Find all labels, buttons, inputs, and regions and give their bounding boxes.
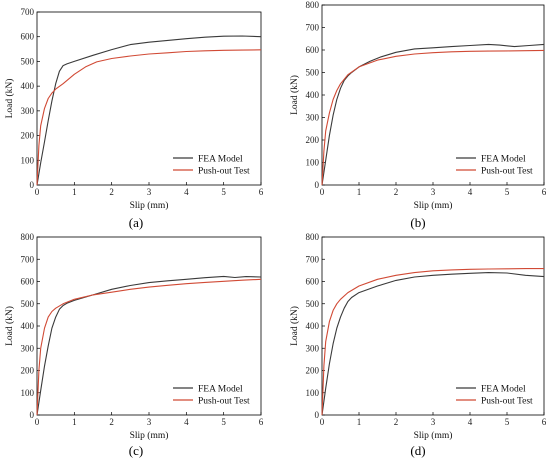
y-tick-label: 600 [21, 32, 35, 42]
legend-label-push-out-test: Push-out Test [198, 167, 250, 177]
panel-caption-d: (d) [410, 443, 425, 458]
y-axis-title: Load (kN) [4, 79, 15, 119]
y-tick-label: 800 [306, 232, 320, 242]
series-line-fea-model [321, 43, 545, 186]
y-tick-label: 100 [306, 388, 320, 398]
y-tick-label: 600 [306, 45, 320, 55]
y-tick-label: 400 [21, 321, 35, 331]
x-tick-label: 0 [320, 417, 325, 427]
y-tick-label: 0 [315, 410, 320, 420]
x-tick-label: 2 [109, 187, 114, 197]
y-tick-label: 500 [21, 299, 35, 309]
x-tick-label: 1 [357, 187, 362, 197]
x-tick-label: 6 [542, 417, 547, 427]
y-tick-label: 200 [21, 131, 35, 141]
y-tick-label: 0 [30, 410, 35, 420]
x-tick-label: 0 [320, 187, 325, 197]
x-tick-label: 1 [357, 417, 362, 427]
y-tick-label: 500 [21, 56, 35, 66]
x-axis-title: Slip (mm) [130, 200, 169, 211]
x-tick-label: 4 [468, 417, 473, 427]
y-tick-label: 700 [21, 254, 35, 264]
x-tick-label: 2 [394, 187, 399, 197]
panel-caption-a: (a) [129, 215, 143, 230]
x-tick-label: 5 [505, 417, 510, 427]
y-axis-title: Load (kN) [289, 75, 300, 115]
series-line-push-out-test [36, 278, 262, 416]
y-tick-label: 100 [21, 388, 35, 398]
y-axis-title: Load (kN) [289, 306, 300, 346]
x-tick-label: 4 [184, 417, 189, 427]
y-tick-label: 100 [306, 158, 320, 168]
chart-panel-b: 0 100 200 300 400 500 600 700 800 0 1 2 3 4 5 6 Slip (mm… [289, 0, 547, 230]
y-tick-label: 200 [21, 366, 35, 376]
x-tick-label: 0 [35, 187, 40, 197]
y-tick-label: 0 [30, 180, 35, 190]
y-tick-label: 800 [21, 232, 35, 242]
x-tick-label: 2 [394, 417, 399, 427]
y-tick-label: 300 [21, 106, 35, 116]
series-line-push-out-test [321, 268, 544, 416]
x-axis-title: Slip (mm) [130, 430, 169, 441]
x-tick-label: 6 [542, 187, 547, 197]
y-tick-label: 600 [306, 277, 320, 287]
y-tick-label: 400 [21, 81, 35, 91]
y-tick-label: 500 [306, 299, 320, 309]
y-tick-label: 300 [306, 113, 320, 123]
x-tick-label: 6 [259, 417, 264, 427]
x-tick-label: 5 [505, 187, 510, 197]
legend-label-push-out-test: Push-out Test [481, 397, 533, 407]
x-tick-label: 6 [259, 187, 264, 197]
x-tick-label: 5 [221, 187, 226, 197]
x-tick-label: 4 [184, 187, 189, 197]
chart-panel-c: 0 100 200 300 400 500 600 700 800 0 1 2 3 4 5 6 Slip (mm… [4, 232, 264, 458]
legend-label-fea-model: FEA Model [198, 385, 243, 395]
y-tick-label: 700 [306, 254, 320, 264]
x-tick-label: 1 [72, 187, 77, 197]
y-tick-label: 700 [306, 23, 320, 33]
x-tick-label: 5 [221, 417, 226, 427]
y-tick-label: 300 [306, 343, 320, 353]
panel-caption-c: (c) [129, 443, 143, 458]
y-tick-label: 600 [21, 277, 35, 287]
chart-panel-a: 0 100 200 300 400 500 600 700 0 1 2 3 4 5 6 Slip (mm) Lo… [4, 7, 264, 230]
panel-caption-b: (b) [410, 215, 425, 230]
legend-label-fea-model: FEA Model [481, 385, 526, 395]
x-tick-label: 3 [147, 187, 152, 197]
y-tick-label: 200 [306, 366, 320, 376]
y-tick-label: 700 [21, 7, 35, 17]
x-tick-label: 3 [431, 417, 436, 427]
y-tick-label: 300 [21, 343, 35, 353]
y-tick-label: 800 [306, 0, 320, 10]
x-tick-label: 2 [109, 417, 114, 427]
x-axis-title: Slip (mm) [414, 430, 453, 441]
series-line-fea-model [36, 35, 262, 186]
legend-label-fea-model: FEA Model [198, 155, 243, 165]
chart-panel-d: 0 100 200 300 400 500 600 700 800 0 1 2 3 4 5 6 Slip (mm… [289, 232, 547, 458]
x-tick-label: 4 [468, 187, 473, 197]
series-line-push-out-test [36, 49, 262, 186]
series-line-push-out-test [321, 49, 545, 186]
y-axis-title: Load (kN) [4, 306, 15, 346]
series-line-fea-model [321, 272, 545, 416]
x-tick-label: 1 [72, 417, 77, 427]
y-tick-label: 400 [306, 90, 320, 100]
y-tick-label: 400 [306, 321, 320, 331]
legend-label-push-out-test: Push-out Test [481, 167, 533, 177]
legend-label-push-out-test: Push-out Test [198, 397, 250, 407]
x-tick-label: 3 [431, 187, 436, 197]
x-axis-title: Slip (mm) [414, 200, 453, 211]
y-tick-label: 100 [21, 155, 35, 165]
y-tick-label: 500 [306, 68, 320, 78]
y-tick-label: 0 [315, 180, 320, 190]
x-tick-label: 0 [35, 417, 40, 427]
x-tick-label: 3 [147, 417, 152, 427]
y-tick-label: 200 [306, 135, 320, 145]
legend-label-fea-model: FEA Model [481, 155, 526, 165]
